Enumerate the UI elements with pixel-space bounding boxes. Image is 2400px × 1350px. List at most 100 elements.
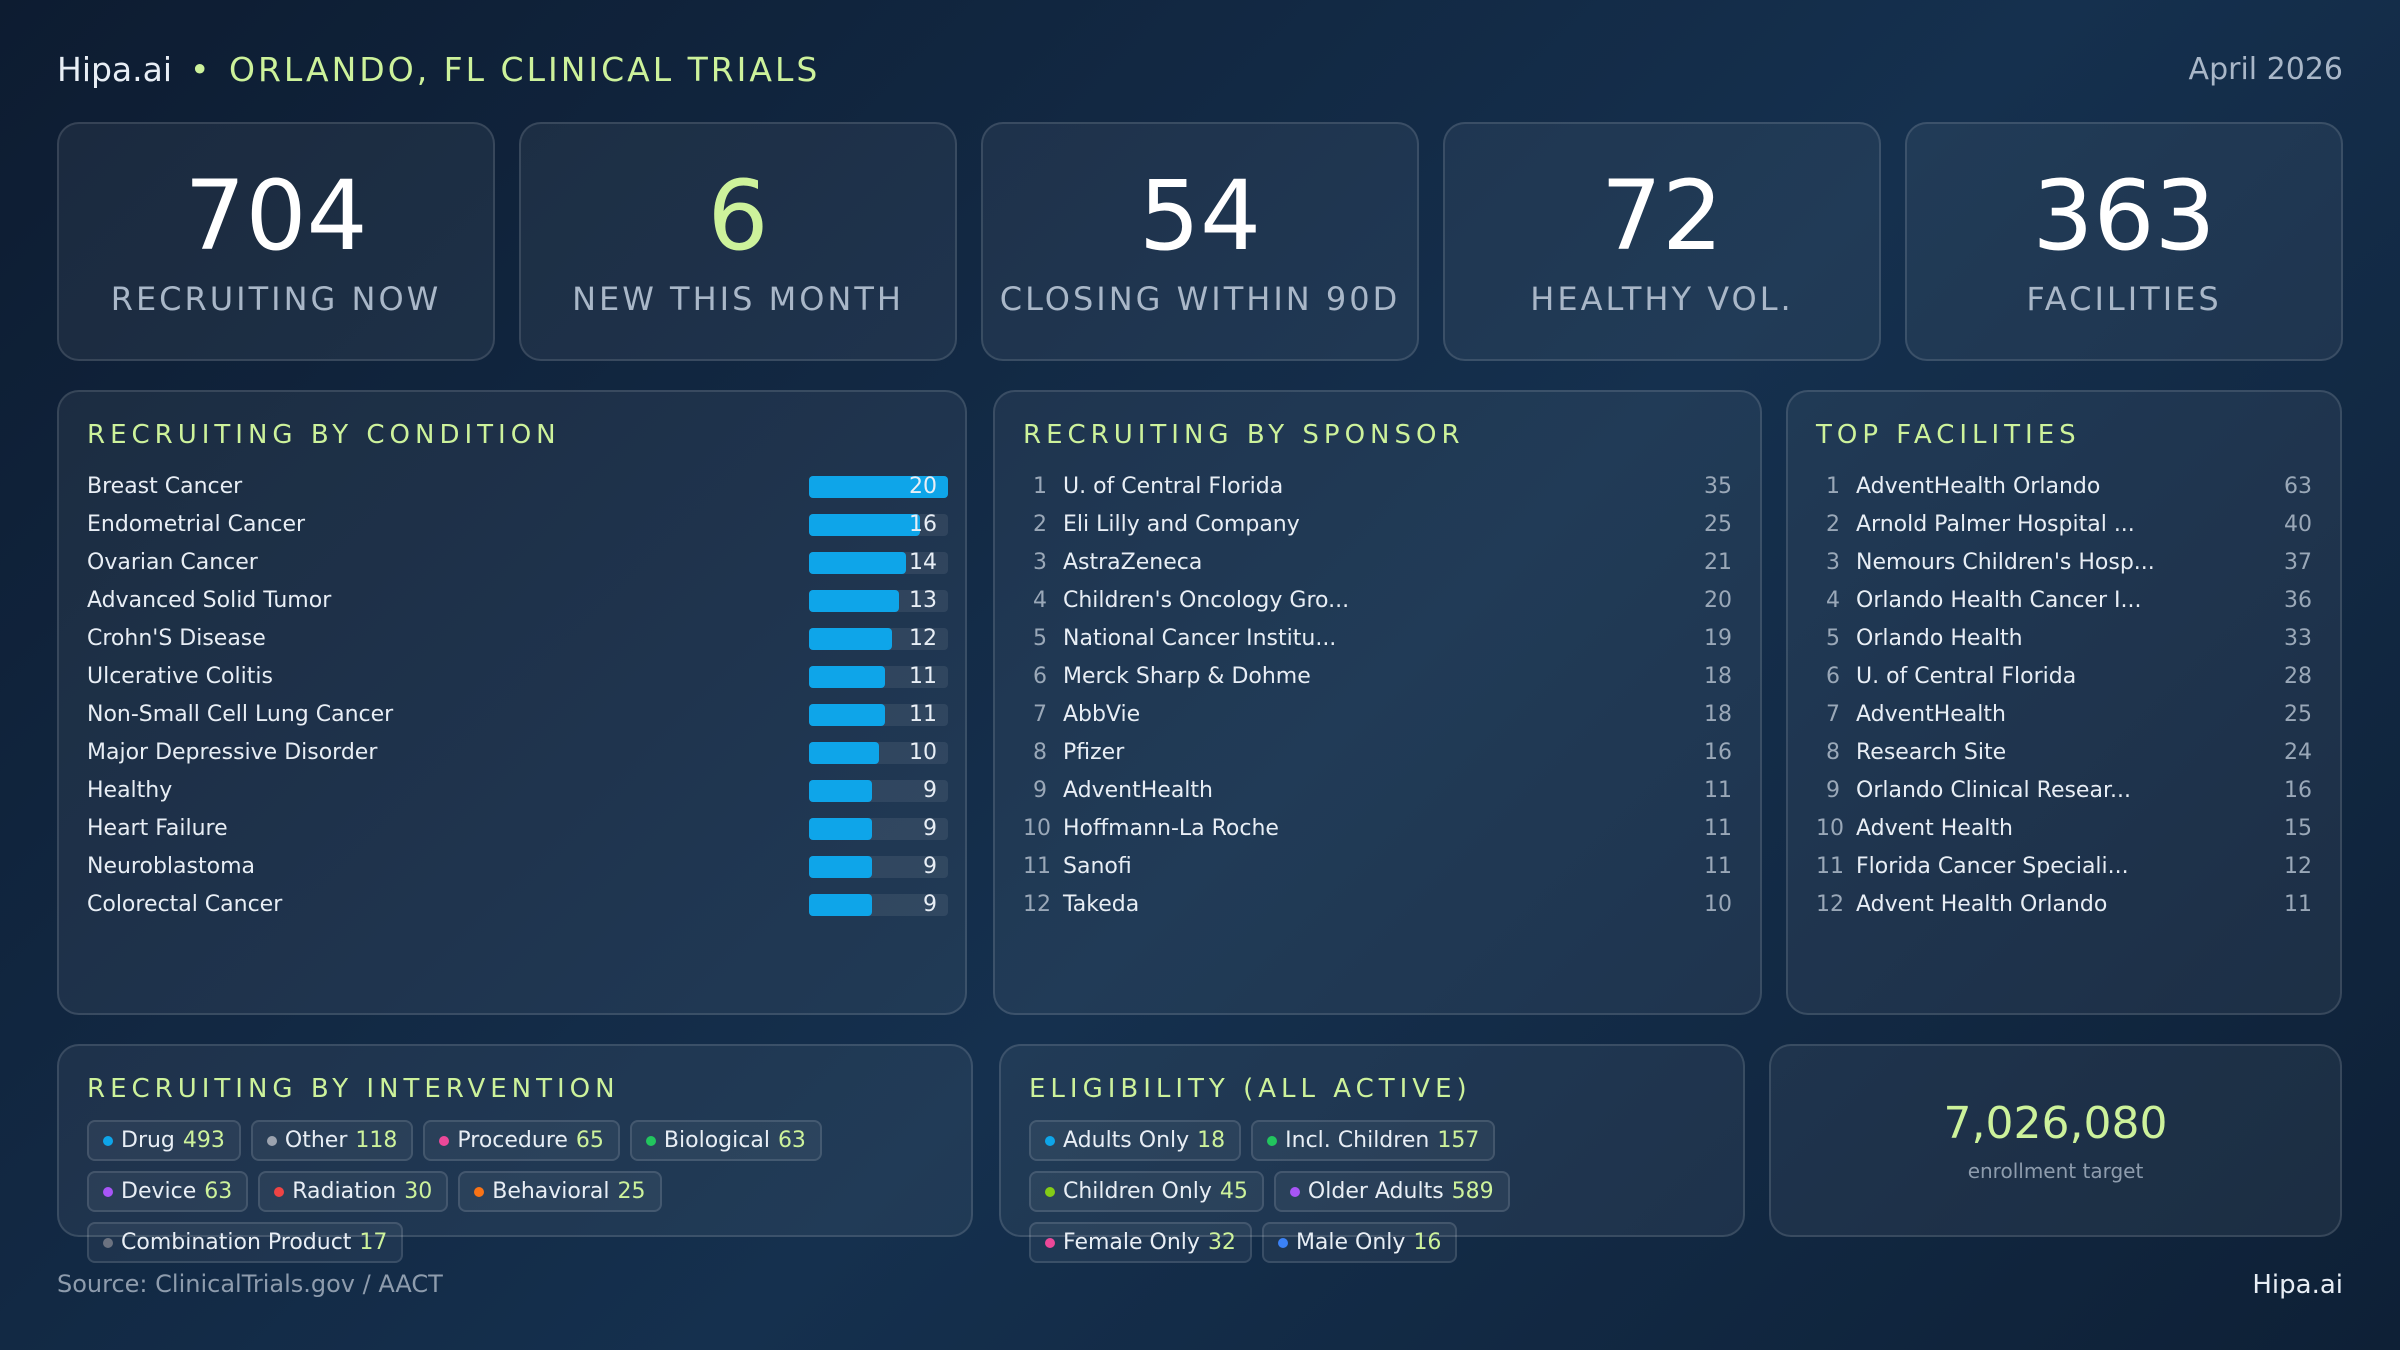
chip-name: Other	[284, 1128, 348, 1153]
intervention-panel: RECRUITING BY INTERVENTION Drug 493 Other 11…	[57, 1044, 973, 1263]
rank: 2	[1826, 512, 1840, 537]
chip-value: 157	[1437, 1128, 1480, 1153]
bar	[809, 476, 948, 498]
page-title: ORLANDO, FL CLINICAL TRIALS	[229, 50, 821, 89]
facility-value: 15	[2284, 816, 2312, 841]
facility-row: 9 Orlando Clinical Resear... 16	[1816, 772, 2312, 810]
kpi-card: 72 HEALTHY VOL.	[1443, 122, 1881, 361]
sponsor-name: AdventHealth	[1063, 778, 1213, 803]
facility-row: 3 Nemours Children's Hosp... 37	[1816, 544, 2312, 582]
sponsor-name: U. of Central Florida	[1063, 474, 1284, 499]
chip: Children Only 45	[1029, 1171, 1264, 1212]
enrollment-label: enrollment target	[1967, 1159, 2144, 1183]
condition-name: Ulcerative Colitis	[87, 664, 273, 689]
chip-name: Male Only	[1295, 1230, 1406, 1255]
kpi-label: CLOSING WITHIN 90D	[999, 280, 1401, 318]
condition-name: Colorectal Cancer	[87, 892, 283, 917]
bar	[809, 514, 921, 536]
chip-value: 45	[1219, 1179, 1248, 1204]
condition-name: Breast Cancer	[87, 474, 243, 499]
condition-value: 10	[909, 740, 937, 765]
condition-name: Neuroblastoma	[87, 854, 255, 879]
condition-name: Crohn'S Disease	[87, 626, 266, 651]
sponsor-name: National Cancer Institu...	[1063, 626, 1337, 651]
chip-value: 30	[404, 1179, 433, 1204]
facility-value: 24	[2284, 740, 2312, 765]
condition-value: 12	[909, 626, 937, 651]
facility-name: Research Site	[1856, 740, 2007, 765]
kpi-value: 704	[184, 160, 368, 272]
condition-row: Neuroblastoma 9	[87, 848, 948, 886]
rank: 5	[1033, 626, 1047, 651]
chip-dot	[1045, 1186, 1055, 1197]
bar-track	[809, 552, 948, 574]
bar-track	[809, 818, 948, 840]
eligibility-panel: ELIGIBILITY (ALL ACTIVE) Adults Only 18 Inc…	[999, 1044, 1745, 1263]
rank: 12	[1816, 892, 1844, 917]
sponsor-row: 2 Eli Lilly and Company 25	[1023, 506, 1732, 544]
sponsor-name: Merck Sharp & Dohme	[1063, 664, 1311, 689]
chip-name: Device	[121, 1179, 197, 1204]
bar	[809, 818, 872, 840]
bar-track	[809, 856, 948, 878]
facility-row: 5 Orlando Health 33	[1816, 620, 2312, 658]
condition-panel: RECRUITING BY CONDITION Breast Cancer 20 En…	[57, 390, 967, 1015]
bar	[809, 742, 879, 764]
condition-name: Ovarian Cancer	[87, 550, 258, 575]
chip-name: Behavioral	[492, 1179, 610, 1204]
kpi-label: FACILITIES	[2026, 280, 2222, 318]
condition-value: 16	[909, 512, 937, 537]
kpi-value: 6	[707, 160, 769, 272]
sponsor-value: 19	[1704, 626, 1732, 651]
bar	[809, 552, 907, 574]
date: April 2026	[2188, 52, 2343, 87]
chip-value: 17	[359, 1230, 388, 1255]
chip-dot	[474, 1186, 485, 1197]
chip: Behavioral 25	[458, 1171, 662, 1212]
kpi-value: 54	[1138, 160, 1262, 272]
kpi-card: 704 RECRUITING NOW	[57, 122, 495, 361]
chip-dot	[103, 1186, 113, 1197]
sponsor-name: Takeda	[1063, 892, 1140, 917]
sponsor-panel: RECRUITING BY SPONSOR 1 U. of Central Flor…	[993, 390, 1762, 1015]
condition-value: 11	[909, 664, 937, 689]
facility-row: 11 Florida Cancer Speciali... 12	[1816, 848, 2312, 886]
sponsor-value: 18	[1704, 702, 1732, 727]
footer-brand: Hipa.ai	[2252, 1270, 2343, 1300]
chip-value: 32	[1207, 1230, 1236, 1255]
chip: Procedure 65	[423, 1120, 620, 1161]
rank: 6	[1826, 664, 1840, 689]
condition-row: Heart Failure 9	[87, 810, 948, 848]
rank: 12	[1023, 892, 1051, 917]
sponsor-row: 4 Children's Oncology Gro... 20	[1023, 582, 1732, 620]
source: Source: ClinicalTrials.gov / AACT	[57, 1270, 443, 1298]
sponsor-row: 6 Merck Sharp & Dohme 18	[1023, 658, 1732, 696]
condition-row: Ulcerative Colitis 11	[87, 658, 948, 696]
facility-name: AdventHealth Orlando	[1856, 474, 2101, 499]
chip-dot	[103, 1237, 113, 1248]
chip-name: Biological	[663, 1128, 770, 1153]
condition-value: 9	[923, 854, 937, 879]
facility-row: 8 Research Site 24	[1816, 734, 2312, 772]
brand: Hipa.ai	[57, 50, 173, 89]
facility-value: 11	[2284, 892, 2312, 917]
chip-dot	[439, 1135, 450, 1146]
chip-value: 18	[1197, 1128, 1226, 1153]
bar	[809, 780, 872, 802]
condition-value: 11	[909, 702, 937, 727]
bar-track	[809, 666, 948, 688]
chip-dot	[274, 1186, 285, 1197]
enrollment-value: 7,026,080	[1943, 1098, 2168, 1149]
rank: 9	[1033, 778, 1047, 803]
sponsor-row: 8 Pfizer 16	[1023, 734, 1732, 772]
facility-name: Advent Health	[1856, 816, 2013, 841]
kpi-card: 6 NEW THIS MONTH	[519, 122, 957, 361]
sponsor-row: 5 National Cancer Institu... 19	[1023, 620, 1732, 658]
chip-dot	[266, 1135, 277, 1146]
rank: 1	[1826, 474, 1840, 499]
chip-dot	[1045, 1237, 1055, 1248]
condition-name: Endometrial Cancer	[87, 512, 306, 537]
condition-name: Non-Small Cell Lung Cancer	[87, 702, 394, 727]
sponsor-name: Hoffmann-La Roche	[1063, 816, 1279, 841]
chip-dot	[1289, 1186, 1300, 1197]
